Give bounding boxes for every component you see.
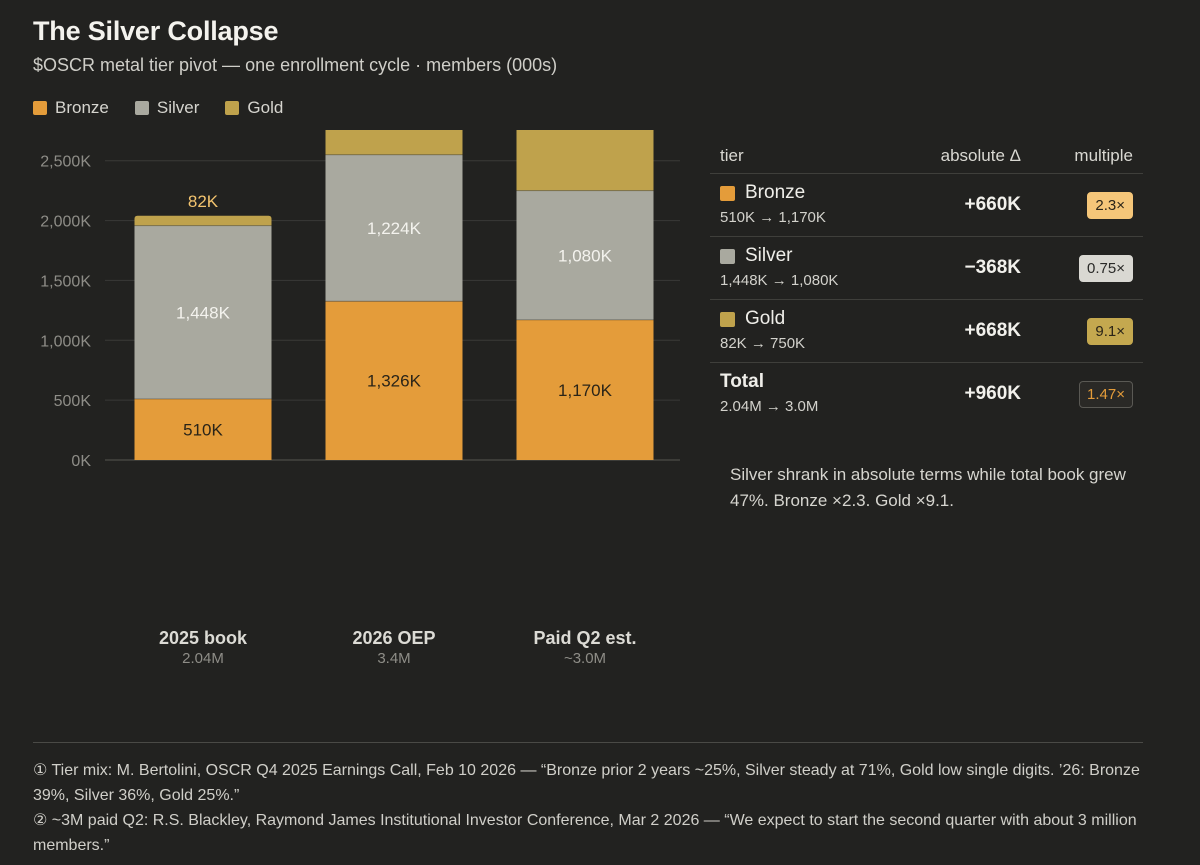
data-label-silver: 1,080K — [558, 246, 613, 265]
legend-swatch-silver — [134, 101, 149, 115]
x-category-total: 2.04M — [182, 650, 224, 667]
legend-label-bronze: Bronze — [55, 98, 109, 117]
x-category-label: 2026 OEP — [352, 628, 435, 648]
y-tick-label: 1,500K — [40, 273, 91, 290]
table-row-bronze: Bronze 510K → 1,170K +660K 2.3× — [710, 174, 1143, 237]
data-label-silver: 1,448K — [176, 303, 231, 322]
y-tick-label: 1,000K — [40, 333, 91, 350]
footnote-2: ② ~3M paid Q2: R.S. Blackley, Raymond Ja… — [33, 812, 1137, 854]
row-delta-total: +960K — [964, 383, 1021, 404]
row-name-gold: Gold — [720, 308, 785, 330]
bar-segment-gold — [516, 130, 654, 191]
header-absolute-delta: absolute Δ — [940, 146, 1021, 165]
bar-segment-bronze — [516, 319, 654, 460]
row-name-total: Total — [720, 371, 764, 393]
legend-swatch-gold — [225, 101, 240, 115]
row-range-bronze: 510K → 1,170K — [720, 209, 826, 226]
row-label-gold: Gold — [745, 308, 786, 329]
y-tick-label: 2,500K — [40, 154, 91, 171]
legend-label-silver: Silver — [156, 98, 200, 117]
multiple-badge-gold: 9.1× — [1087, 318, 1133, 345]
row-label-silver: Silver — [745, 245, 793, 266]
table-row-gold: Gold 82K → 750K +668K 9.1× — [710, 300, 1143, 363]
table-row-silver: Silver 1,448K → 1,080K −368K 0.75× — [710, 237, 1143, 300]
header-multiple: multiple — [1074, 146, 1133, 165]
row-swatch-silver — [720, 248, 735, 264]
bar-segment-silver — [134, 225, 272, 399]
legend: Bronze Silver Gold — [33, 98, 283, 118]
row-name-bronze: Bronze — [720, 182, 805, 204]
row-swatch-gold — [720, 311, 735, 327]
multiple-badge-bronze: 2.3× — [1087, 192, 1133, 219]
row-label-total: Total — [720, 371, 764, 392]
table-row-total: Total 2.04M → 3.0M +960K 1.47× — [710, 363, 1143, 425]
bar-segment-silver — [325, 154, 463, 302]
row-swatch-bronze — [720, 185, 735, 201]
legend-label-gold: Gold — [247, 98, 284, 117]
row-label-bronze: Bronze — [745, 182, 806, 203]
row-range-gold: 82K → 750K — [720, 335, 806, 352]
summary-note: Silver shrank in absolute terms while to… — [730, 465, 1126, 510]
bar-layer — [134, 130, 654, 460]
bar-segment-gold — [134, 215, 272, 226]
row-delta-bronze: +660K — [964, 194, 1021, 215]
table-header: tier absolute Δ multiple — [710, 138, 1143, 174]
multiple-badge-silver: 0.75× — [1079, 255, 1133, 282]
bar-segment-bronze — [134, 398, 272, 460]
multiple-badge-total: 1.47× — [1079, 381, 1133, 408]
data-label-bronze: 510K — [183, 420, 223, 439]
legend-item-silver: Silver — [134, 98, 200, 118]
row-range-total: 2.04M → 3.0M — [720, 398, 819, 415]
legend-item-gold: Gold — [225, 98, 283, 118]
y-tick-label: 500K — [54, 393, 92, 410]
footnote-1: ① Tier mix: M. Bertolini, OSCR Q4 2025 E… — [33, 762, 1140, 804]
data-label-bronze: 1,170K — [558, 381, 613, 400]
chart-subtitle: $OSCR metal tier pivot — one enrollment … — [33, 55, 558, 75]
data-label-gold: 82K — [188, 192, 219, 211]
footnotes: ① Tier mix: M. Bertolini, OSCR Q4 2025 E… — [33, 742, 1143, 858]
row-name-silver: Silver — [720, 245, 793, 267]
legend-item-bronze: Bronze — [33, 98, 109, 118]
row-delta-gold: +668K — [964, 320, 1021, 341]
data-label-silver: 1,224K — [367, 219, 422, 238]
bar-segment-silver — [516, 190, 654, 320]
tier-delta-table: tier absolute Δ multiple Bronze 510K → 1… — [710, 138, 1143, 425]
x-category-label: 2025 book — [159, 628, 248, 648]
y-tick-label: 2,000K — [40, 214, 91, 231]
y-tick-label: 0K — [71, 453, 91, 470]
legend-swatch-bronze — [33, 101, 47, 115]
x-category-total: 3.4M — [377, 650, 410, 667]
x-category-total: ~3.0M — [564, 650, 606, 667]
row-delta-silver: −368K — [964, 257, 1021, 278]
header-tier: tier — [720, 146, 744, 165]
chart-title: The Silver Collapse — [33, 16, 279, 46]
bar-segment-gold — [325, 130, 463, 155]
bar-segment-bronze — [325, 301, 463, 460]
x-category-label: Paid Q2 est. — [533, 628, 636, 648]
row-range-silver: 1,448K → 1,080K — [720, 272, 839, 289]
stacked-bar-chart: 0K500K1,000K1,500K2,000K2,500K3,000K3,50… — [40, 130, 680, 667]
data-label-bronze: 1,326K — [367, 372, 422, 391]
